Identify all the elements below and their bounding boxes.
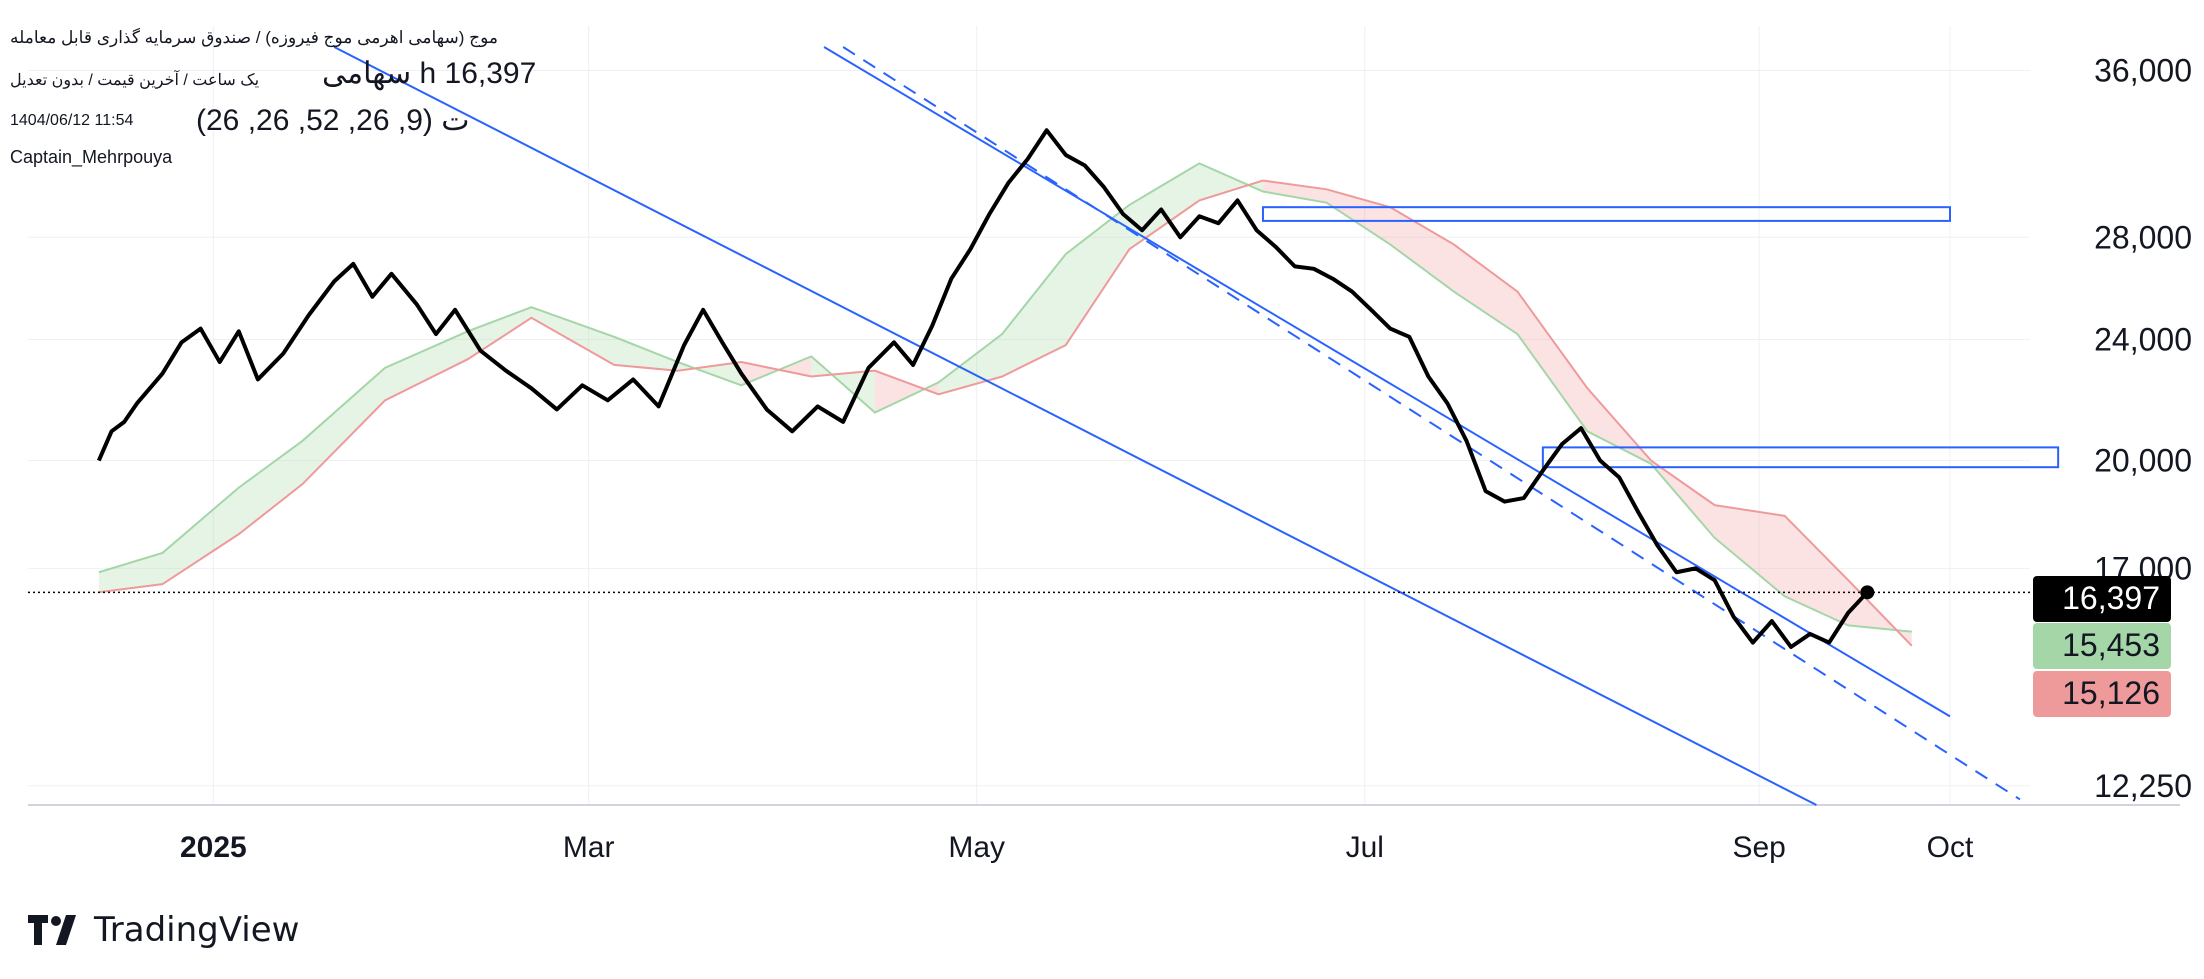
channel-boundary xyxy=(823,46,1951,718)
tradingview-logo[interactable]: TradingView xyxy=(28,910,299,950)
author-name: Captain_Mehrpouya xyxy=(10,147,173,167)
last-price-text: سهامی h 16,397 xyxy=(322,57,537,90)
x-tick-label: May xyxy=(948,831,1005,864)
x-tick-label: 2025 xyxy=(180,831,247,864)
cloud-fill-segment xyxy=(98,552,163,593)
interval-text: یک ساعت / آخرین قیمت / بدون تعدیل xyxy=(10,72,260,89)
price-label-box xyxy=(2033,623,2171,669)
price-label-box xyxy=(2033,671,2171,717)
last-price-dot xyxy=(1860,585,1875,600)
cloud-fill-segment xyxy=(1390,207,1454,292)
chart-title: موج (سهامی اهرمی موج فیروزه) / صندوق سرم… xyxy=(10,28,498,47)
y-tick-label: 12,250 xyxy=(2094,768,2192,804)
price-label-text: 15,453 xyxy=(2062,627,2160,663)
price-series xyxy=(28,128,2030,649)
cloud-fill-segment xyxy=(467,307,532,360)
indicator-label: ت (9, 26, 52, 26, 26) xyxy=(196,104,470,137)
x-tick-label: Jul xyxy=(1346,831,1384,864)
cloud-fill-segment xyxy=(1262,180,1327,203)
channel-midline xyxy=(842,46,2021,801)
price-zone-box xyxy=(1261,206,1951,222)
cloud-fill-segment xyxy=(614,336,678,371)
y-tick-label: 24,000 xyxy=(2094,322,2192,358)
brand-name: TradingView xyxy=(94,910,300,950)
cloud-fill-segment xyxy=(1714,505,1785,597)
cloud-fill-segment xyxy=(874,370,939,413)
cloud-fill-segment xyxy=(302,367,386,485)
channel-lines xyxy=(333,46,2021,806)
x-tick-label: Sep xyxy=(1732,831,1785,864)
timestamp: 1404/06/12 11:54 xyxy=(10,112,134,129)
price-zone-box xyxy=(1541,446,2060,469)
y-tick-label: 20,000 xyxy=(2094,443,2192,479)
cloud-fill-segment xyxy=(1199,163,1263,201)
price-labels: 16,397 15,453 15,126 xyxy=(2033,576,2171,717)
x-tick-label: Mar xyxy=(563,831,615,864)
price-line xyxy=(96,128,1869,649)
y-tick-label: 36,000 xyxy=(2094,53,2192,89)
chart-grid xyxy=(28,26,2180,806)
ichimoku-cloud xyxy=(98,162,1913,647)
x-tick-label: Oct xyxy=(1927,831,1974,864)
cloud-fill-segment xyxy=(1453,244,1518,335)
cloud-fill-segment xyxy=(238,440,303,535)
cloud-fill-segment xyxy=(531,307,615,365)
cloud-fill-segment xyxy=(938,334,1003,395)
horizontal-zones xyxy=(1261,206,2060,469)
price-label-box xyxy=(2033,576,2171,622)
cloud-fill-segment xyxy=(1784,515,1849,626)
price-label-text: 15,126 xyxy=(2062,675,2160,711)
leading-span-b xyxy=(98,179,1913,647)
cloud-fill-segment xyxy=(1517,291,1588,432)
tv-logo-icon xyxy=(28,915,76,945)
cloud-fill-segment xyxy=(1065,204,1130,346)
cloud-fill-segment xyxy=(1129,163,1200,250)
cloud-fill-segment xyxy=(162,487,239,585)
cloud-fill-segment xyxy=(385,331,468,401)
cloud-fill-segment xyxy=(1002,254,1066,377)
channel-boundary xyxy=(333,46,1817,806)
y-tick-label: 28,000 xyxy=(2094,219,2192,255)
price-label-text: 16,397 xyxy=(2062,580,2160,616)
